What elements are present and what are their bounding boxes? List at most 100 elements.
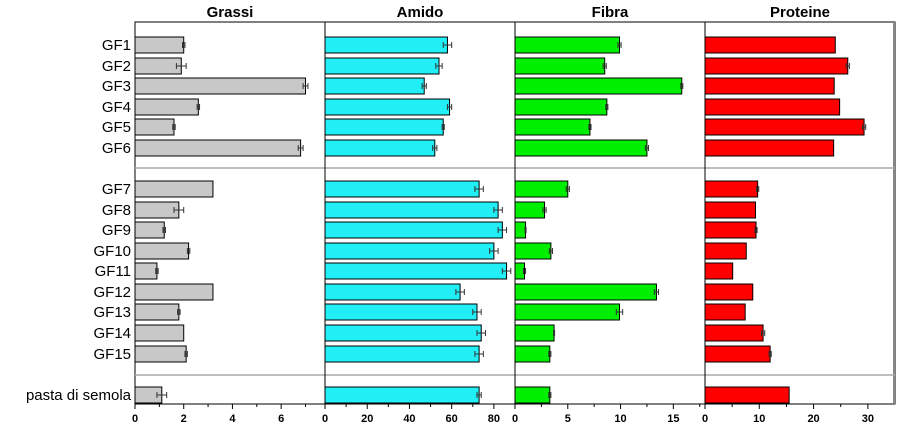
- x-tick-label-fibra: 15: [667, 413, 679, 425]
- x-tick-label-grassi: 2: [181, 413, 187, 425]
- bar-proteine: [704, 324, 764, 342]
- bar-amido: [324, 118, 444, 136]
- bar-proteine: [704, 98, 841, 116]
- category-label: GF9: [102, 222, 131, 239]
- bar-amido: [324, 77, 425, 95]
- bar-grassi: [134, 221, 165, 239]
- category-label: GF7: [102, 181, 131, 198]
- x-tick-label-amido: 80: [488, 413, 500, 425]
- category-label: GF15: [93, 346, 131, 363]
- bar-fibra: [514, 57, 606, 75]
- bar-fibra: [514, 221, 527, 239]
- bar-amido: [324, 386, 480, 404]
- x-tick-label-amido: 60: [446, 413, 458, 425]
- bar-amido: [324, 139, 436, 157]
- bar-amido: [324, 242, 495, 260]
- bar-proteine: [704, 221, 757, 239]
- bar-grassi: [134, 118, 175, 136]
- bar-proteine: [704, 180, 759, 198]
- x-tick-label-proteine: 20: [807, 413, 819, 425]
- bar-proteine: [704, 283, 754, 301]
- x-tick-label-fibra: 5: [565, 413, 571, 425]
- bar-grassi: [134, 36, 185, 54]
- bar-amido: [324, 303, 478, 321]
- bar-proteine: [704, 77, 835, 95]
- bar-proteine: [704, 386, 790, 404]
- bar-grassi: [134, 242, 190, 260]
- category-label: GF3: [102, 78, 131, 95]
- bar-grassi: [134, 324, 185, 342]
- bar-grassi: [134, 57, 182, 75]
- category-label: GF14: [93, 325, 131, 342]
- bar-proteine: [704, 139, 835, 157]
- category-label: GF4: [102, 99, 131, 116]
- bar-amido: [324, 324, 482, 342]
- bar-proteine: [704, 242, 747, 260]
- x-tick-label-amido: 0: [322, 413, 328, 425]
- x-tick-label-proteine: 30: [862, 413, 874, 425]
- bar-fibra: [514, 77, 683, 95]
- x-tick-label-grassi: 6: [278, 413, 284, 425]
- bar-grassi: [134, 139, 302, 157]
- category-label: GF2: [102, 58, 131, 75]
- x-tick-label-grassi: 0: [132, 413, 138, 425]
- bar-grassi: [134, 180, 214, 198]
- category-label: GF5: [102, 119, 131, 136]
- bar-fibra: [514, 386, 551, 404]
- category-label: GF10: [93, 243, 131, 260]
- category-label: GF12: [93, 284, 131, 301]
- bar-fibra: [514, 201, 546, 219]
- x-tick-label-amido: 20: [361, 413, 373, 425]
- bar-fibra: [514, 303, 620, 321]
- category-label: GF6: [102, 140, 131, 157]
- bar-fibra: [514, 242, 552, 260]
- x-tick-label-proteine: 10: [753, 413, 765, 425]
- category-label: GF8: [102, 202, 131, 219]
- bar-grassi: [134, 283, 214, 301]
- panel-title-proteine: Proteine: [770, 4, 830, 21]
- bar-proteine: [704, 57, 849, 75]
- bar-proteine: [704, 118, 865, 136]
- panel-title-grassi: Grassi: [207, 4, 254, 21]
- category-label: pasta di semola: [26, 387, 132, 404]
- bar-proteine: [704, 345, 771, 363]
- bar-grassi: [134, 77, 307, 95]
- bar-amido: [324, 180, 480, 198]
- x-tick-label-fibra: 10: [614, 413, 626, 425]
- bar-fibra: [514, 118, 591, 136]
- x-tick-label-amido: 40: [403, 413, 415, 425]
- bar-fibra: [514, 139, 648, 157]
- x-tick-label-grassi: 4: [229, 413, 236, 425]
- bar-amido: [324, 221, 503, 239]
- panel-title-fibra: Fibra: [592, 4, 629, 21]
- bar-proteine: [704, 303, 746, 321]
- bar-amido: [324, 98, 451, 116]
- bar-amido: [324, 262, 508, 280]
- bar-grassi: [134, 98, 199, 116]
- bar-proteine: [704, 262, 734, 280]
- bar-amido: [324, 283, 461, 301]
- category-label: GF11: [95, 263, 131, 280]
- bar-amido: [324, 201, 499, 219]
- bar-grassi: [134, 345, 187, 363]
- bar-proteine: [704, 36, 836, 54]
- bar-proteine: [704, 201, 756, 219]
- x-tick-label-proteine: 0: [702, 413, 708, 425]
- bar-amido: [324, 36, 448, 54]
- bar-fibra: [514, 180, 569, 198]
- bar-fibra: [514, 324, 555, 342]
- category-label: GF1: [102, 37, 131, 54]
- x-tick-label-fibra: 0: [512, 413, 518, 425]
- bar-fibra: [514, 283, 657, 301]
- bar-fibra: [514, 345, 551, 363]
- bar-amido: [324, 57, 440, 75]
- bar-fibra: [514, 36, 620, 54]
- bar-grassi: [134, 201, 180, 219]
- panel-title-amido: Amido: [397, 4, 444, 21]
- bar-grassi: [134, 262, 158, 280]
- bar-grassi: [134, 303, 180, 321]
- bar-amido: [324, 345, 480, 363]
- category-label: GF13: [93, 304, 131, 321]
- bar-fibra: [514, 98, 608, 116]
